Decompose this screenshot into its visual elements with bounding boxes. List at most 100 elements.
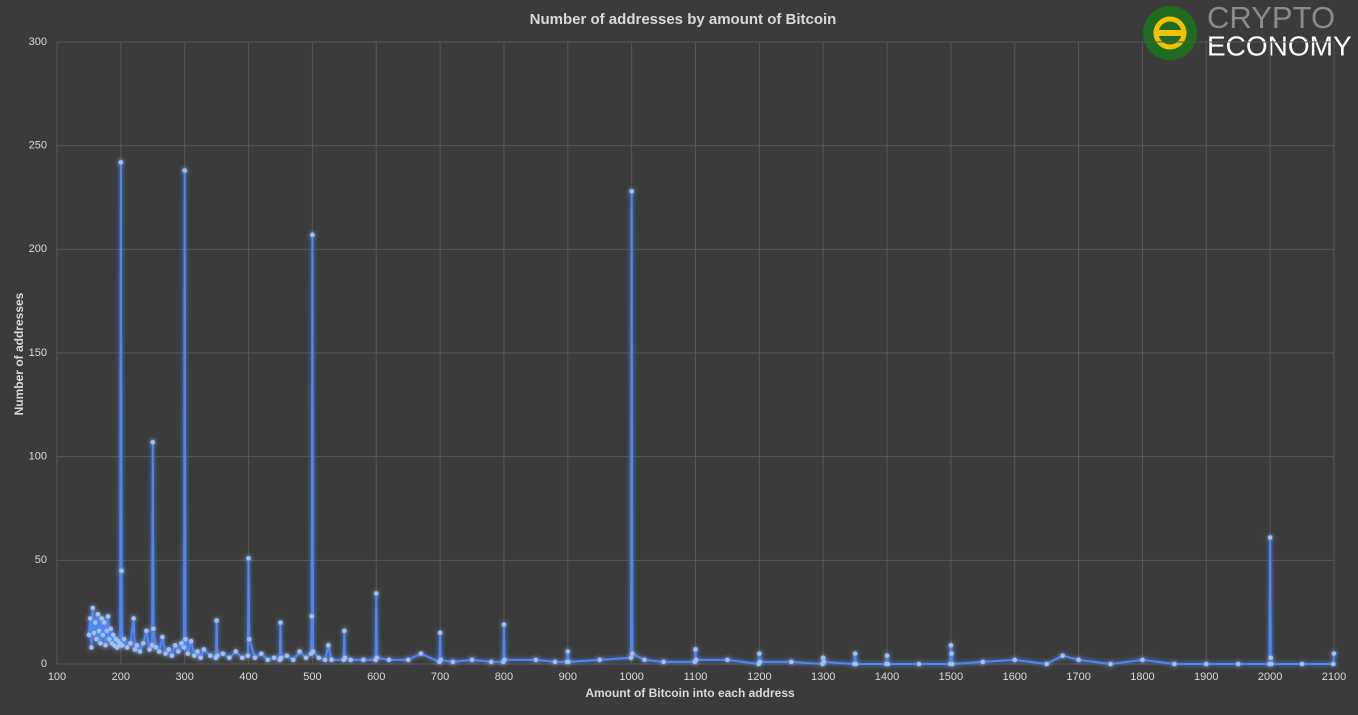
point [103,643,108,648]
point [629,651,635,656]
point [552,659,558,665]
point [150,439,156,445]
point [140,640,146,646]
point [949,651,954,656]
x-tick-label: 100 [48,671,66,683]
point [137,649,143,654]
point [450,659,456,665]
point [182,168,187,173]
y-axis-title: Number of addresses [12,292,26,415]
point [110,632,116,638]
point [119,643,125,648]
point [1331,651,1337,656]
point [96,628,102,634]
x-tick-label: 600 [367,671,385,683]
point [326,643,331,648]
point [884,653,890,659]
point [661,659,666,665]
point [90,605,96,611]
x-tick-label: 1100 [684,671,708,683]
point [87,616,93,621]
line [87,162,1335,666]
point [788,659,794,665]
point [284,653,290,659]
point [642,657,647,663]
point [373,591,379,596]
point [1267,535,1273,540]
point [176,649,181,654]
point [757,659,763,665]
point [134,643,140,648]
point [94,636,99,642]
point [1204,661,1209,667]
point [820,655,826,661]
point [303,655,309,661]
point [104,628,110,634]
point [93,620,98,625]
point [169,653,175,659]
point [342,628,347,634]
point [183,636,188,642]
point [246,555,251,561]
point [329,657,334,663]
point [693,657,699,663]
logo-ring [1153,16,1187,50]
point [1140,657,1145,663]
point [118,159,124,165]
point [1108,661,1113,667]
point [290,657,296,663]
point [885,661,890,667]
x-tick-label: 2000 [1258,671,1282,683]
point [310,649,316,654]
point [322,657,328,663]
x-tick-label: 2100 [1322,671,1346,683]
point [949,661,955,667]
chart-title: Number of addresses by amount of Bitcoin [530,11,837,28]
point [214,653,220,659]
point [265,657,271,663]
x-tick-label: 900 [559,671,577,683]
point [1076,657,1081,663]
point [227,655,232,661]
point [246,636,252,642]
point [100,632,106,638]
point [149,643,155,648]
point [1268,655,1274,661]
logo: CRYPTO ECONOMY [1143,0,1352,61]
point [105,614,111,619]
point [271,655,277,661]
y-tick-label: 50 [35,554,47,566]
series [86,159,1337,667]
x-tick-label: 1400 [875,671,899,683]
point [361,657,366,663]
x-tick-label: 1700 [1066,671,1090,683]
point [233,649,239,654]
point [566,659,571,665]
point [153,645,159,650]
point [214,618,219,623]
point [309,614,315,619]
point [316,655,322,661]
logo-text: CRYPTO [1207,0,1335,35]
point [95,611,101,617]
point [179,640,184,646]
y-tick-label: 150 [29,347,47,359]
point [628,655,634,661]
point [948,643,954,648]
point [121,636,127,642]
point [437,630,443,636]
point [438,657,444,663]
point [533,657,539,663]
point [195,649,200,654]
point [188,638,194,644]
x-tick-label: 1600 [1003,671,1027,683]
x-tick-label: 1500 [939,671,963,683]
x-tick-label: 500 [303,671,321,683]
point [310,232,315,238]
point [207,653,213,659]
point [821,659,827,665]
point [156,649,162,654]
logo-bar [1158,30,1182,36]
point [259,651,264,656]
